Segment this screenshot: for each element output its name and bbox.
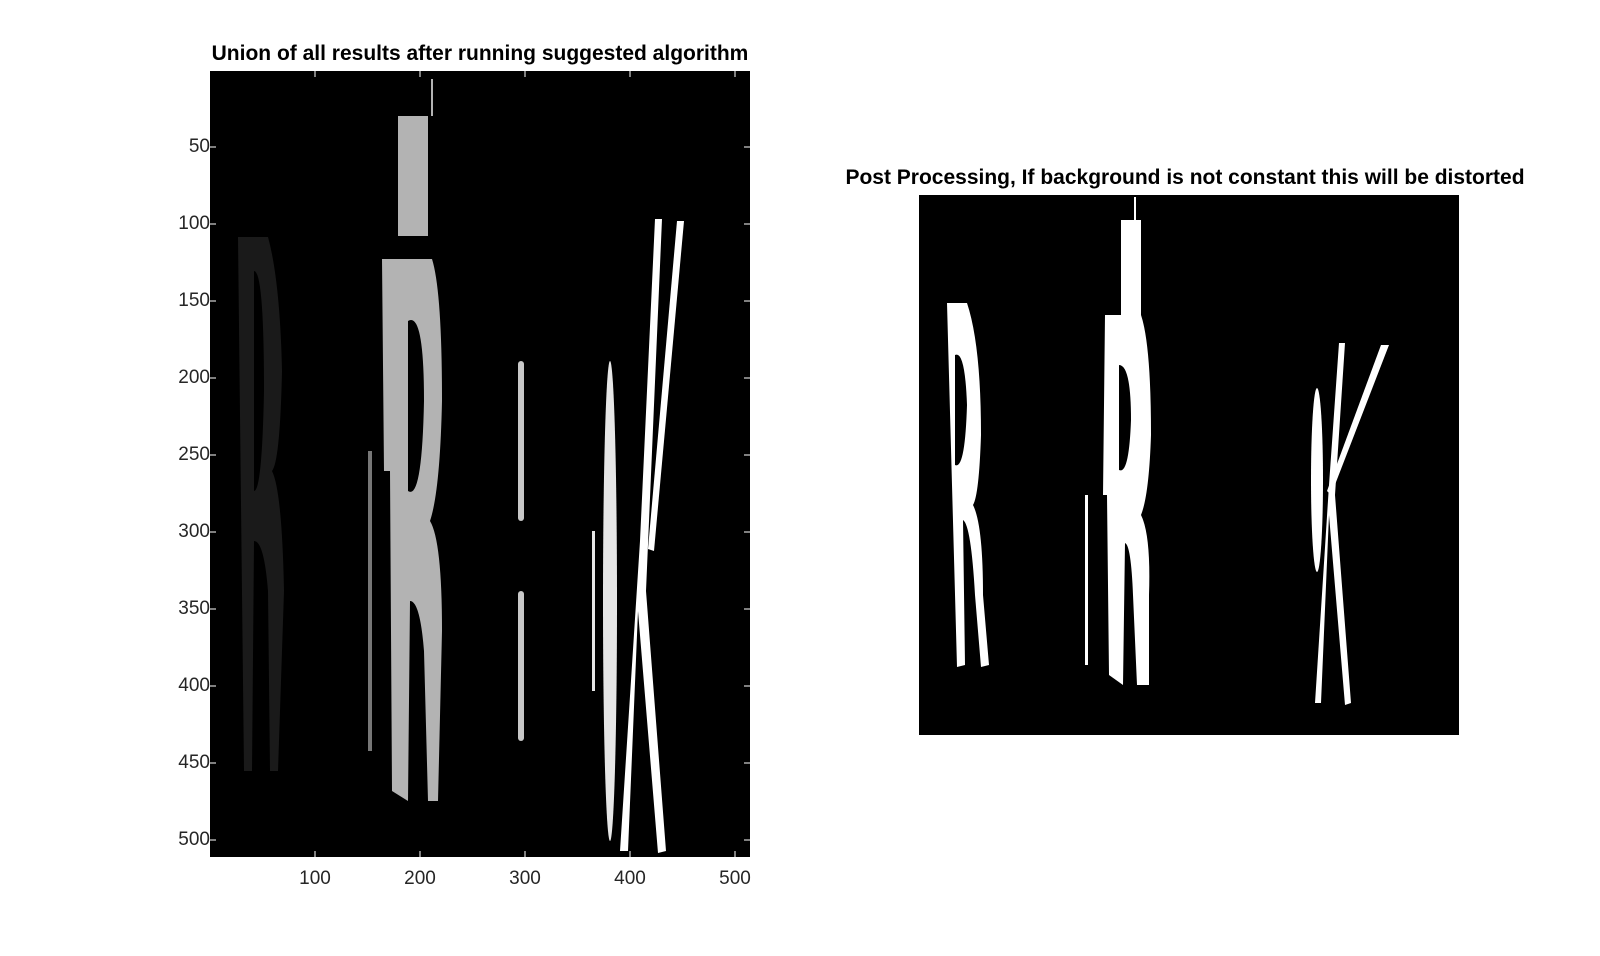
x-tick: 500 (719, 868, 751, 889)
right-plot-title: Post Processing, If background is not co… (845, 166, 1525, 189)
left-image-axes (210, 71, 750, 857)
x-tick: 300 (509, 868, 541, 889)
y-tick: 200 (178, 367, 210, 388)
y-tick: 100 (178, 213, 210, 234)
y-tick: 50 (188, 136, 210, 157)
y-tick: 450 (178, 752, 210, 773)
x-tick: 200 (404, 868, 436, 889)
y-tick: 400 (178, 675, 210, 696)
x-tick: 100 (299, 868, 331, 889)
right-image-content (947, 197, 1389, 705)
y-tick: 350 (178, 598, 210, 619)
y-tick: 150 (178, 290, 210, 311)
left-plot-title: Union of all results after running sugge… (211, 42, 749, 65)
x-tick: 400 (614, 868, 646, 889)
right-image-axes (919, 195, 1459, 735)
y-tick: 500 (178, 829, 210, 850)
left-image-content (210, 71, 750, 857)
y-tick: 300 (178, 521, 210, 542)
y-tick: 250 (178, 444, 210, 465)
